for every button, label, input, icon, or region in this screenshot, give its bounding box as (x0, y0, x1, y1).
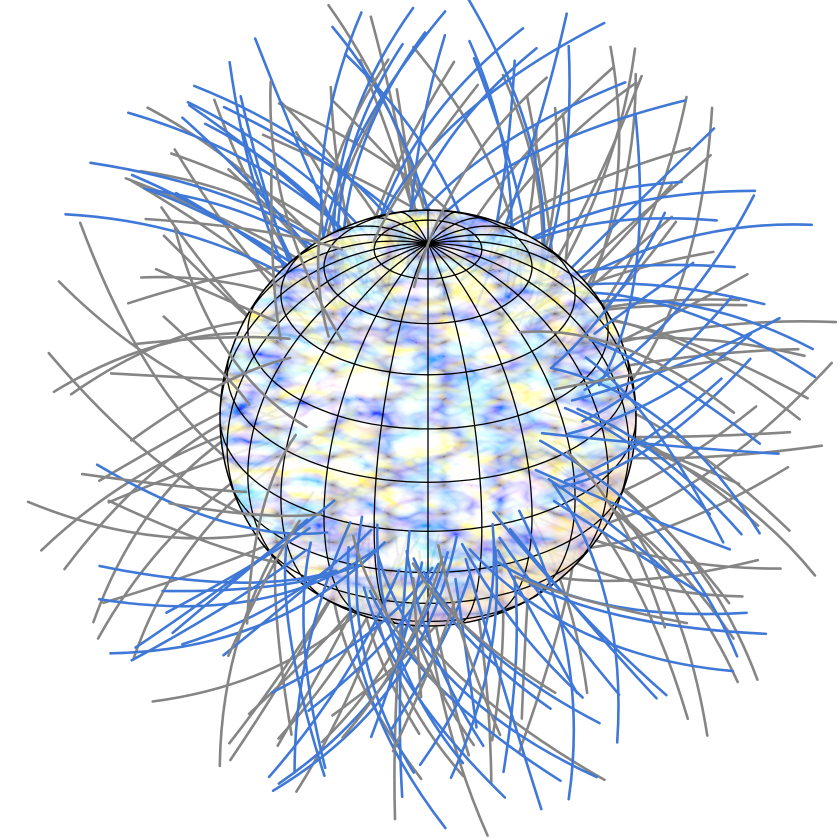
field-visualization (0, 0, 839, 837)
field-line (156, 269, 275, 321)
field-line (82, 474, 246, 492)
field-line (80, 223, 243, 470)
page: (() => { const data = JSON.parse(documen… (0, 0, 839, 837)
field-line (595, 263, 694, 334)
